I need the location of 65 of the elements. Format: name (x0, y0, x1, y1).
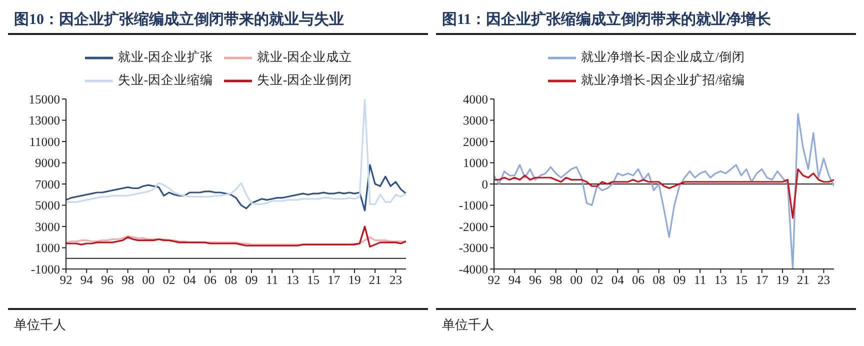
x-tick-label: 15 (307, 272, 320, 287)
line-series (66, 99, 406, 205)
legend-label: 失业-因企业倒闭 (257, 72, 352, 89)
legend-label: 就业净增长-因企业扩招/缩编 (581, 72, 745, 89)
x-tick-label: 04 (183, 272, 197, 287)
y-tick-label: 13000 (28, 114, 60, 128)
y-tick-label: 2000 (463, 134, 488, 149)
x-tick-label: 13 (714, 272, 727, 287)
y-tick-label: 7000 (35, 177, 60, 192)
x-tick-label: 11 (266, 272, 278, 287)
x-tick-label: 11 (694, 272, 706, 287)
y-tick-label: 3000 (463, 114, 488, 128)
y-tick-label: -1000 (458, 198, 488, 213)
legend-label: 就业净增长-因企业成立/倒闭 (581, 49, 745, 66)
x-tick-label: 96 (528, 272, 542, 287)
chart-title: 图10：因企业扩张缩编成立倒闭带来的就业与失业 (8, 8, 428, 35)
x-tick-label: 02 (162, 272, 176, 287)
x-tick-label: 96 (100, 272, 114, 287)
line-series (66, 226, 406, 248)
x-tick-label: 00 (142, 272, 155, 287)
y-tick-label: 15000 (28, 92, 60, 106)
x-tick-label: 15 (735, 272, 748, 287)
x-tick-label: 19 (348, 272, 361, 287)
x-tick-label: 92 (60, 272, 72, 287)
x-tick-label: 13 (286, 272, 299, 287)
x-tick-label: 09 (245, 272, 258, 287)
y-tick-label: 1000 (463, 156, 488, 170)
x-tick-label: 04 (611, 272, 625, 287)
text: 单位千人 (14, 317, 66, 332)
y-tick-label: -4000 (458, 262, 488, 276)
y-tick-label: 1000 (35, 241, 60, 256)
y-tick-label: -1000 (30, 262, 60, 276)
y-tick-label: 9000 (35, 156, 60, 170)
y-tick-label: 4000 (463, 92, 488, 106)
x-tick-label: 92 (488, 272, 500, 287)
legend-label: 失业-因企业缩编 (118, 72, 213, 89)
x-tick-label: 02 (590, 272, 604, 287)
chart-title: 图11：因企业扩张缩编成立倒闭带来的就业净增长 (436, 8, 856, 35)
line-series (66, 164, 406, 212)
y-tick-label: 0 (482, 177, 488, 192)
x-tick-label: 08 (224, 272, 238, 287)
y-tick-label: 11000 (29, 134, 60, 149)
x-tick-label: 94 (80, 272, 94, 287)
text: 单位千人 (442, 317, 494, 332)
x-tick-label: 21 (796, 272, 810, 287)
x-tick-label: 09 (673, 272, 686, 287)
legend-label: 就业-因企业成立 (257, 49, 352, 66)
x-tick-label: 00 (570, 272, 583, 287)
x-tick-label: 06 (204, 272, 216, 287)
x-tick-label: 98 (122, 272, 134, 287)
x-tick-label: 23 (389, 272, 402, 287)
legend-label: 就业-因企业扩张 (118, 49, 213, 66)
x-tick-label: 98 (550, 272, 562, 287)
y-tick-label: 3000 (35, 220, 60, 234)
x-tick-label: 06 (632, 272, 644, 287)
y-tick-label: 5000 (35, 198, 60, 213)
x-tick-label: 94 (508, 272, 522, 287)
x-tick-label: 19 (776, 272, 789, 287)
y-tick-label: -3000 (458, 241, 488, 256)
y-tick-label: -2000 (458, 220, 488, 234)
x-tick-label: 21 (368, 272, 382, 287)
x-tick-label: 17 (756, 272, 768, 287)
x-tick-label: 17 (328, 272, 340, 287)
x-tick-label: 23 (817, 272, 830, 287)
x-tick-label: 08 (652, 272, 666, 287)
